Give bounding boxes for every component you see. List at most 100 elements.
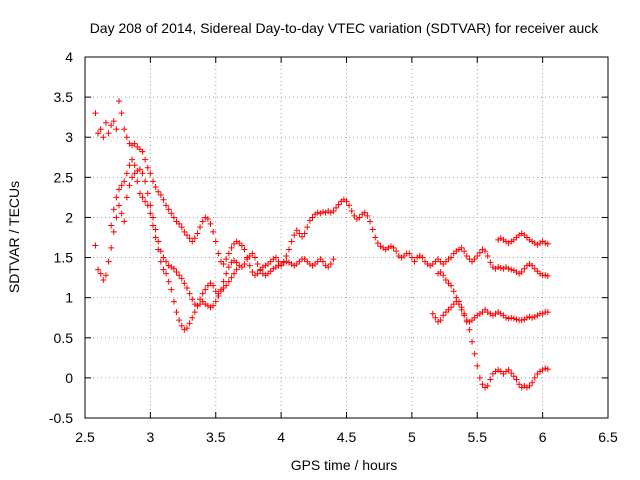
data-point-plus — [173, 268, 180, 275]
data-point-plus — [191, 235, 198, 242]
y-tick-label: 0 — [65, 370, 73, 386]
data-point-plus — [440, 312, 447, 319]
data-point-plus — [251, 254, 258, 261]
data-point-plus — [390, 244, 397, 251]
data-point-plus — [372, 234, 379, 241]
chart-title: Day 208 of 2014, Sidereal Day-to-day VTE… — [90, 20, 600, 36]
grid-lines — [85, 57, 608, 418]
data-point-plus — [476, 374, 483, 381]
data-point-plus — [542, 240, 549, 247]
data-point-plus — [129, 156, 136, 163]
data-point-plus — [225, 278, 232, 285]
data-point-plus — [542, 365, 549, 372]
data-point-plus — [469, 338, 476, 345]
data-point-plus — [108, 122, 115, 129]
data-point-plus — [168, 286, 175, 293]
data-point-plus — [244, 256, 251, 263]
data-point-plus — [147, 170, 154, 177]
data-point-plus — [484, 252, 491, 259]
data-point-plus — [113, 194, 120, 201]
data-point-plus — [100, 277, 107, 284]
x-tick-label: 4 — [277, 429, 285, 445]
data-point-plus — [210, 302, 217, 309]
data-point-plus — [544, 273, 551, 280]
data-point-plus — [215, 250, 222, 257]
y-axis-label: SDTVAR / TECUs — [6, 181, 22, 293]
data-point-plus — [231, 270, 238, 277]
data-point-plus — [110, 206, 117, 213]
x-tick-label: 3 — [146, 429, 154, 445]
data-point-plus — [144, 202, 151, 209]
data-point-plus — [165, 206, 172, 213]
y-tick-labels: -0.5 0 0.5 1 1.5 2 2.5 3 3.5 4 — [49, 49, 73, 426]
data-point-plus — [136, 190, 143, 197]
data-point-plus — [513, 316, 520, 323]
data-point-plus — [238, 264, 245, 271]
data-point-plus — [518, 268, 525, 275]
x-tick-label: 6 — [539, 429, 547, 445]
data-point-plus — [406, 250, 413, 257]
data-point-plus — [374, 240, 381, 247]
data-point-plus — [442, 277, 449, 284]
data-point-plus — [521, 265, 528, 272]
data-point-plus — [105, 258, 112, 265]
data-point-plus — [508, 266, 515, 273]
data-point-plus — [134, 178, 141, 185]
data-point-plus — [482, 248, 489, 255]
data-point-plus — [142, 156, 149, 163]
data-point-plus — [330, 256, 337, 263]
data-point-plus — [510, 315, 517, 322]
data-point-plus — [95, 266, 102, 273]
data-point-plus — [168, 210, 175, 217]
data-point-plus — [503, 314, 510, 321]
data-point-plus — [238, 242, 245, 249]
data-point-plus — [110, 228, 117, 235]
data-point-plus — [212, 238, 219, 245]
data-point-plus — [463, 252, 470, 259]
y-tick-label: 4 — [65, 49, 73, 65]
y-tick-label: 2.5 — [54, 169, 74, 185]
data-point-plus — [510, 373, 517, 380]
data-point-plus — [176, 220, 183, 227]
data-point-plus — [121, 218, 128, 225]
y-tick-label: 3.5 — [54, 89, 74, 105]
data-point-plus — [217, 288, 224, 295]
data-point-plus — [450, 288, 457, 295]
data-point-plus — [155, 246, 162, 253]
data-point-plus — [199, 290, 206, 297]
data-point-plus — [131, 140, 138, 147]
data-point-plus — [291, 232, 298, 239]
data-point-plus — [343, 198, 350, 205]
data-point-plus — [497, 264, 504, 271]
data-point-plus — [458, 306, 465, 313]
data-point-plus — [123, 170, 130, 177]
data-point-plus — [183, 325, 190, 332]
data-series-5 — [429, 298, 551, 325]
y-tick-label: 0.5 — [54, 330, 74, 346]
data-point-plus — [526, 313, 533, 320]
data-series-6 — [495, 230, 551, 248]
x-tick-label: 3.5 — [206, 429, 226, 445]
data-point-plus — [178, 224, 185, 231]
data-point-plus — [526, 382, 533, 389]
data-point-plus — [121, 126, 128, 133]
data-point-plus — [228, 274, 235, 281]
data-point-plus — [178, 275, 185, 282]
data-point-plus — [429, 310, 436, 317]
data-point-plus — [228, 244, 235, 251]
data-point-plus — [142, 178, 149, 185]
data-point-plus — [233, 266, 240, 273]
data-point-plus — [186, 235, 193, 242]
data-point-plus — [160, 196, 167, 203]
data-point-plus — [225, 264, 232, 271]
data-point-plus — [136, 166, 143, 173]
data-point-plus — [157, 258, 164, 265]
data-point-plus — [408, 254, 415, 261]
data-point-plus — [113, 126, 120, 133]
data-point-plus — [309, 214, 316, 221]
data-point-plus — [118, 182, 125, 189]
data-point-plus — [466, 326, 473, 333]
data-point-plus — [144, 190, 151, 197]
